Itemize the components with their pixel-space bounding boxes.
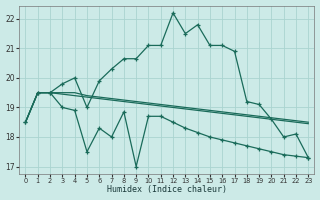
X-axis label: Humidex (Indice chaleur): Humidex (Indice chaleur) [107, 185, 227, 194]
